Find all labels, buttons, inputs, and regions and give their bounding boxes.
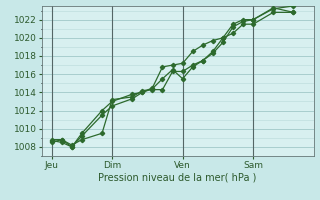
X-axis label: Pression niveau de la mer( hPa ): Pression niveau de la mer( hPa ) (99, 173, 257, 183)
